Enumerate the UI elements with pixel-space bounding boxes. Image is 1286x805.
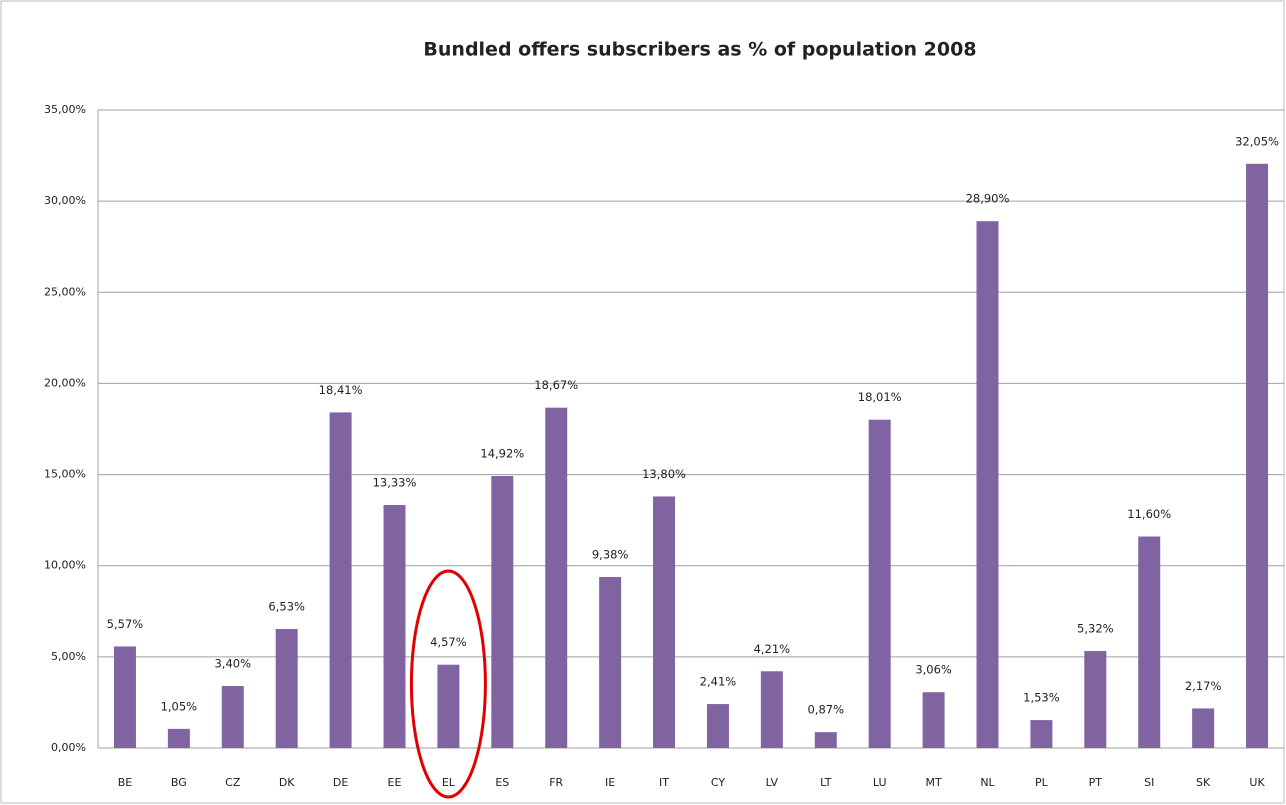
y-tick-label: 20,00% xyxy=(44,376,86,389)
x-tick-label: PT xyxy=(1089,776,1103,789)
data-label: 3,06% xyxy=(915,663,952,677)
data-label: 28,90% xyxy=(966,192,1010,206)
y-tick-label: 0,00% xyxy=(51,741,86,754)
chart-title: Bundled offers subscribers as % of popul… xyxy=(423,39,976,61)
x-tick-label: ES xyxy=(495,776,509,789)
data-label: 0,87% xyxy=(807,703,844,717)
data-label: 2,41% xyxy=(700,675,737,689)
data-label: 11,60% xyxy=(1127,507,1171,521)
x-tick-label: CY xyxy=(711,776,725,789)
data-label: 14,92% xyxy=(480,447,524,461)
data-label: 2,17% xyxy=(1185,679,1222,693)
data-label: 32,05% xyxy=(1235,134,1279,148)
bar xyxy=(1192,708,1215,748)
bar xyxy=(167,728,190,748)
data-label: 13,80% xyxy=(642,467,686,481)
bar xyxy=(437,664,460,748)
y-tick-label: 5,00% xyxy=(51,650,86,663)
bar xyxy=(383,505,406,748)
x-tick-label: LT xyxy=(820,776,832,789)
highlight-ellipse xyxy=(409,569,487,799)
data-label: 9,38% xyxy=(592,548,629,562)
data-label: 18,01% xyxy=(858,390,902,404)
data-label: 13,33% xyxy=(373,476,417,490)
bar xyxy=(1246,163,1269,748)
bar xyxy=(491,476,514,748)
y-tick-label: 15,00% xyxy=(44,468,86,481)
x-tick-label: FR xyxy=(549,776,563,789)
x-tick-label: MT xyxy=(925,776,941,789)
x-tick-label: DK xyxy=(279,776,295,789)
y-tick-label: 35,00% xyxy=(44,103,86,116)
data-label: 18,41% xyxy=(319,383,363,397)
y-tick-label: 25,00% xyxy=(44,285,86,298)
y-tick-label: 10,00% xyxy=(44,559,86,572)
data-label: 1,53% xyxy=(1023,691,1060,705)
bar xyxy=(221,686,244,748)
bar xyxy=(275,628,298,748)
bar xyxy=(868,419,891,748)
x-tick-label: BE xyxy=(118,776,133,789)
bar xyxy=(1084,651,1107,748)
data-label: 3,40% xyxy=(214,657,251,671)
bar xyxy=(976,221,999,749)
data-label: 1,05% xyxy=(161,699,198,713)
x-tick-label: CZ xyxy=(225,776,241,789)
bar xyxy=(1030,720,1053,748)
x-tick-label: DE xyxy=(333,776,348,789)
x-tick-label: SK xyxy=(1196,776,1211,789)
y-tick-label: 30,00% xyxy=(44,194,86,207)
x-tick-label: NL xyxy=(980,776,995,789)
data-label: 5,57% xyxy=(107,617,144,631)
bar xyxy=(706,704,729,748)
bar xyxy=(814,732,837,748)
data-label: 4,57% xyxy=(430,635,467,649)
bar xyxy=(599,577,622,748)
data-label: 4,21% xyxy=(754,642,791,656)
bar xyxy=(1138,536,1161,748)
data-label: 5,32% xyxy=(1077,622,1114,636)
bar xyxy=(113,646,136,748)
x-tick-label: LV xyxy=(766,776,779,789)
bar xyxy=(545,407,568,748)
x-tick-label: EE xyxy=(388,776,402,789)
x-tick-label: IT xyxy=(659,776,669,789)
x-tick-label: LU xyxy=(873,776,887,789)
data-label: 6,53% xyxy=(268,599,305,613)
x-tick-label: SI xyxy=(1144,776,1154,789)
x-tick-label: PL xyxy=(1035,776,1049,789)
data-label: 18,67% xyxy=(534,378,578,392)
bar xyxy=(653,496,676,748)
bar xyxy=(922,692,945,748)
bar xyxy=(329,412,352,748)
x-tick-label: EL xyxy=(442,776,456,789)
bar xyxy=(760,671,783,748)
x-tick-label: UK xyxy=(1249,776,1265,789)
x-tick-label: BG xyxy=(171,776,187,789)
x-tick-label: IE xyxy=(605,776,615,789)
